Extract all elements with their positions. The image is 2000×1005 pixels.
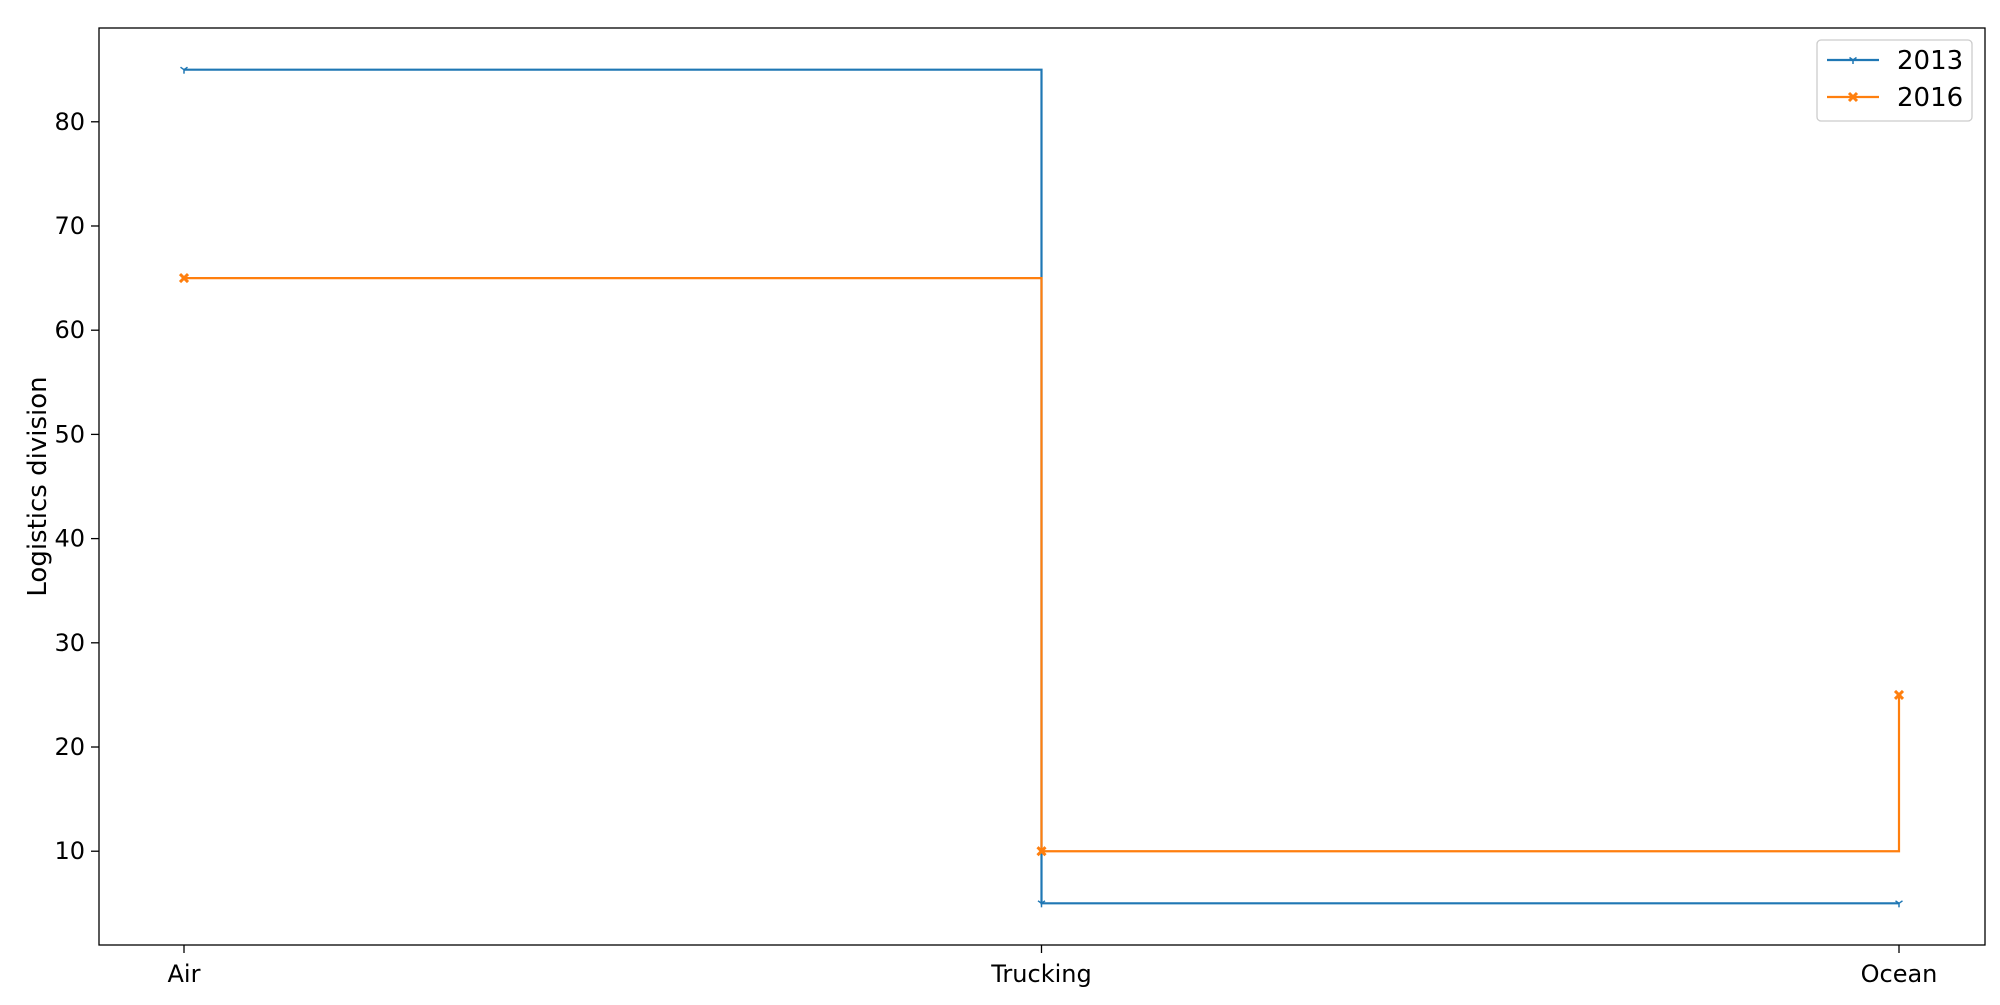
y-tick-label: 10 xyxy=(54,837,85,865)
legend-marker xyxy=(1849,56,1857,64)
data-point-2016-Air xyxy=(178,273,190,284)
legend-marker xyxy=(1847,91,1859,103)
legend-item-2016: 2016 xyxy=(1827,83,1963,113)
y-tick-label: 70 xyxy=(54,212,85,240)
y-axis-label: Logistics division xyxy=(23,376,53,596)
legend-label: 2013 xyxy=(1897,46,1963,76)
y-tick-label: 40 xyxy=(54,525,85,553)
data-point-2013-Air xyxy=(180,66,188,74)
axes-layer: 10 20 30 40 50 60 70 80 Air Trucking Ocean xyxy=(54,108,1937,988)
data-point-2013-Ocean xyxy=(1895,900,1903,908)
data-point-2016-Trucking xyxy=(1036,846,1047,857)
legend-label: 2016 xyxy=(1897,83,1963,113)
series-layer xyxy=(178,66,1905,908)
data-point-2016-Ocean xyxy=(1893,689,1905,700)
y-tick-label: 60 xyxy=(54,316,85,344)
y-tick-label: 20 xyxy=(54,733,85,761)
x-tick-label: Air xyxy=(168,960,201,988)
y-tick-label: 80 xyxy=(54,108,85,136)
data-point-2013-Trucking xyxy=(1037,900,1046,908)
x-tick-label: Ocean xyxy=(1861,960,1938,988)
x-tick-label: Trucking xyxy=(990,960,1091,988)
legend: 2013 2016 xyxy=(1816,39,1973,122)
series-2016 xyxy=(178,273,1905,857)
y-tick-label: 30 xyxy=(54,629,85,657)
y-tick-label: 50 xyxy=(54,420,85,448)
legend-item-2013: 2013 xyxy=(1827,46,1963,76)
